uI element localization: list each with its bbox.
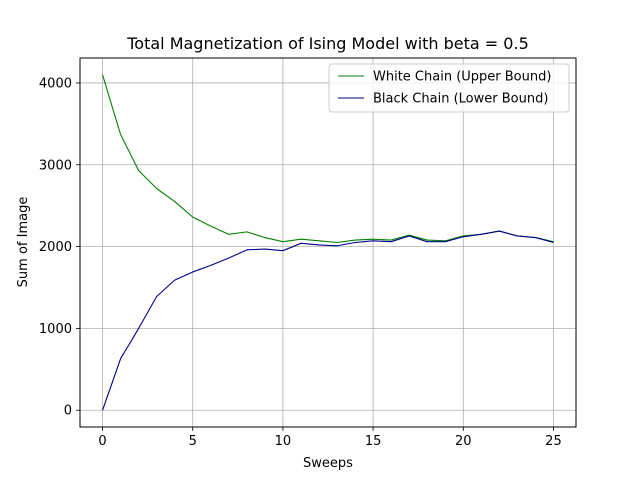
x-axis-label: Sweeps bbox=[303, 456, 353, 471]
y-tick-label: 0 bbox=[64, 404, 72, 419]
chart-title: Total Magnetization of Ising Model with … bbox=[126, 34, 529, 53]
y-axis-label: Sum of Image bbox=[16, 197, 31, 288]
x-tick-label: 25 bbox=[545, 434, 562, 449]
plot-area bbox=[80, 58, 576, 427]
y-tick-label: 4000 bbox=[39, 76, 72, 91]
y-tick-label: 1000 bbox=[39, 322, 72, 337]
legend-label-black-chain: Black Chain (Lower Bound) bbox=[373, 92, 548, 107]
y-tick-label: 2000 bbox=[39, 240, 72, 255]
axis-ticks: 0 5 10 15 20 25 0 1000 2000 3000 4000 bbox=[39, 76, 562, 449]
x-tick-label: 10 bbox=[275, 434, 292, 449]
plot-frame bbox=[79, 57, 577, 428]
x-tick-label: 15 bbox=[365, 434, 382, 449]
x-tick-label: 0 bbox=[98, 434, 106, 449]
series-line-black-chain bbox=[102, 230, 554, 411]
x-tick-label: 5 bbox=[189, 434, 197, 449]
y-tick-label: 3000 bbox=[39, 158, 72, 173]
legend-box bbox=[328, 63, 570, 113]
series-layer bbox=[102, 74, 554, 411]
legend-label-white-chain: White Chain (Upper Bound) bbox=[373, 70, 551, 85]
legend: White Chain (Upper Bound) Black Chain (L… bbox=[328, 63, 570, 113]
x-tick-label: 20 bbox=[455, 434, 472, 449]
